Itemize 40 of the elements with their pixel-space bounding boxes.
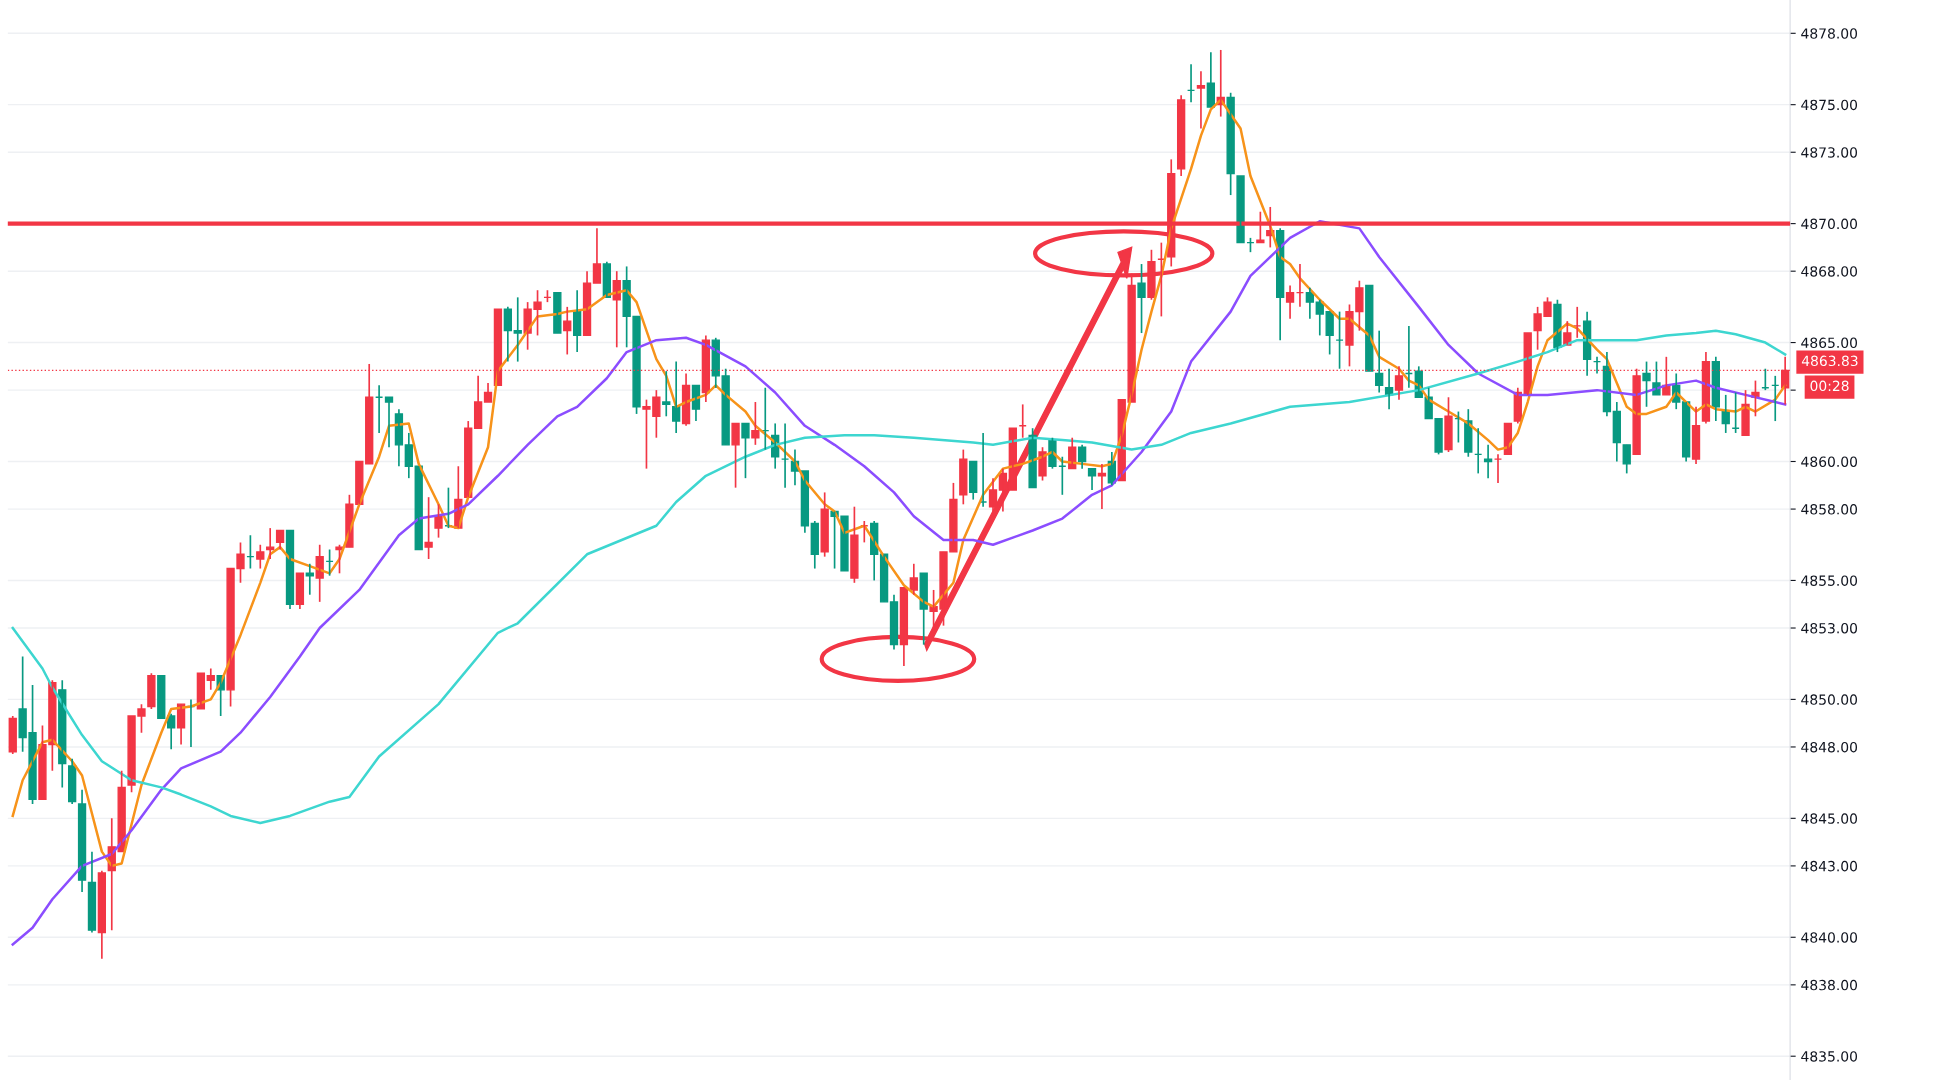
y-tick-label: 4868.00 bbox=[1801, 266, 1858, 277]
y-tick-label: 4845.00 bbox=[1801, 813, 1858, 824]
y-tick-label: 4835.00 bbox=[1801, 1051, 1858, 1062]
candlestick bbox=[1236, 175, 1245, 244]
candlestick bbox=[1444, 396, 1453, 453]
y-tick-label: 4860.00 bbox=[1801, 456, 1858, 467]
y-tick-label: 4850.00 bbox=[1801, 694, 1858, 705]
candlestick bbox=[157, 674, 166, 720]
y-tick-label: 4848.00 bbox=[1801, 741, 1858, 753]
y-tick-label: 4840.00 bbox=[1801, 932, 1858, 943]
candlestick bbox=[1137, 263, 1146, 334]
candlestick bbox=[751, 401, 760, 446]
y-tick-label: 4878.00 bbox=[1801, 28, 1858, 39]
candlestick bbox=[424, 496, 433, 560]
y-tick-label: 4858.00 bbox=[1801, 504, 1858, 515]
candlestick bbox=[850, 505, 859, 584]
y-tick-label: 4853.00 bbox=[1801, 622, 1858, 634]
candlestick bbox=[147, 672, 156, 710]
y-tick-label: 4865.00 bbox=[1801, 337, 1858, 349]
y-tick-label: 4855.00 bbox=[1801, 575, 1858, 586]
candlestick bbox=[553, 291, 562, 334]
candlestick bbox=[1503, 422, 1513, 456]
ref-line-label: 4863.83 bbox=[1801, 355, 1858, 367]
candlestick bbox=[741, 422, 750, 479]
y-tick-label: 4843.00 bbox=[1801, 860, 1858, 872]
candlestick bbox=[1365, 284, 1374, 372]
candlestick bbox=[1642, 360, 1651, 408]
y-tick-label: 4875.00 bbox=[1801, 99, 1858, 111]
y-tick-label: 4870.00 bbox=[1801, 218, 1858, 230]
text: 00:28 bbox=[1810, 380, 1849, 392]
candlestick bbox=[731, 422, 740, 489]
y-tick-label: 4838.00 bbox=[1801, 979, 1858, 991]
candlestick bbox=[196, 672, 206, 710]
candlestick bbox=[879, 553, 889, 603]
candlestick bbox=[414, 465, 423, 551]
line-series bbox=[11, 219, 1787, 946]
y-tick-label: 4873.00 bbox=[1801, 147, 1858, 158]
candlestick bbox=[434, 503, 443, 539]
candlestick bbox=[1226, 91, 1235, 196]
line-series bbox=[11, 329, 1787, 825]
